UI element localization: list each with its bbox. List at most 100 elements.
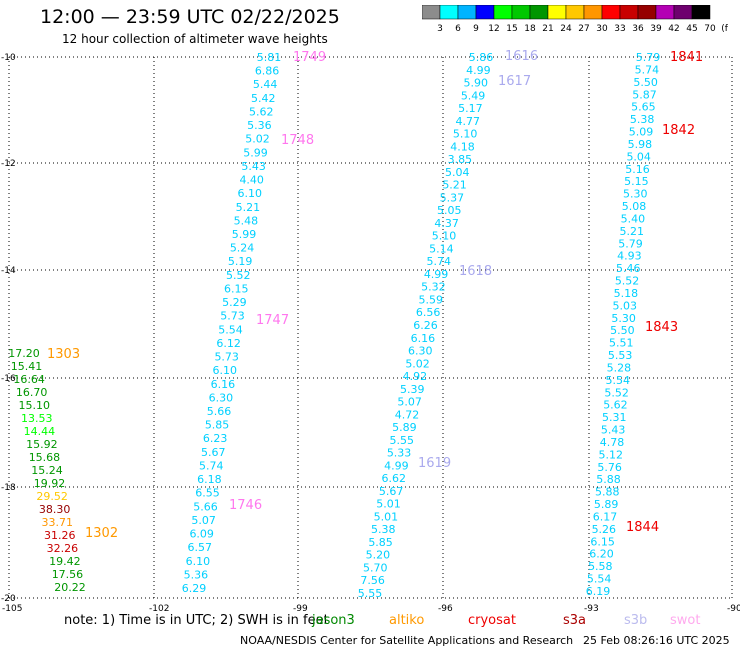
scale-label: 12 (488, 24, 499, 33)
latitude-tick: -18 (1, 483, 16, 493)
wave-height-value: 15.24 (31, 464, 63, 477)
pass-label: 1841 (670, 50, 703, 65)
wave-height-value: 4.99 (466, 64, 491, 77)
wave-height-value: 14.44 (24, 425, 56, 438)
wave-height-value: 5.74 (635, 63, 660, 76)
wave-height-value: 17.56 (52, 568, 84, 581)
scale-label: 45 (686, 24, 697, 33)
pass-label: 1303 (47, 347, 80, 362)
legend-jason3: jason3 (312, 613, 355, 628)
pass-label: 1619 (418, 456, 451, 471)
wave-height-value: 5.12 (599, 448, 624, 461)
wave-height-value: 5.74 (426, 255, 451, 268)
wave-height-value: 5.21 (619, 225, 644, 238)
wave-height-value: 5.52 (226, 269, 251, 282)
wave-height-value: 6.15 (590, 535, 615, 548)
wave-height-value: 4.37 (434, 217, 459, 230)
wave-height-value: 6.10 (213, 364, 238, 377)
latitude-tick: -20 (1, 594, 16, 604)
wave-height-value: 5.89 (594, 498, 619, 511)
wave-height-value: 5.38 (630, 113, 655, 126)
pass-label: 1618 (459, 264, 492, 279)
wave-height-value: 5.73 (220, 310, 245, 323)
wave-height-value: 5.99 (243, 146, 268, 159)
pass-labels: 1749 1748 1747 1746 1616 1617 1618 1619 1841 1842… (47, 49, 703, 541)
longitude-tick: -93 (584, 604, 599, 614)
wave-height-value: 6.17 (593, 510, 618, 523)
wave-height-value: 5.98 (628, 138, 653, 151)
wave-height-value: 6.12 (216, 337, 241, 350)
wave-height-value: 5.02 (245, 133, 270, 146)
wave-height-value: 4.99 (384, 459, 409, 472)
pass-label: 1746 (229, 498, 262, 513)
wave-height-value: 5.99 (232, 228, 257, 241)
wave-height-value: 6.10 (186, 555, 211, 568)
wave-height-value: 5.46 (616, 262, 641, 275)
pass-label: 1843 (645, 320, 678, 335)
wave-height-value: 5.50 (633, 76, 658, 89)
wave-height-value: 5.04 (445, 166, 470, 179)
wave-height-value: 5.19 (228, 255, 253, 268)
scale-label: 3 (437, 24, 443, 33)
pass-label: 1842 (662, 123, 695, 138)
wave-height-value: 3.85 (448, 153, 473, 166)
wave-height-value: 38.30 (39, 503, 71, 516)
scale-label: 24 (560, 24, 572, 33)
wave-height-value: 7.56 (360, 574, 385, 587)
wave-height-value: 5.44 (253, 78, 278, 91)
wave-height-value: 5.55 (389, 434, 414, 447)
wave-height-value: 5.54 (587, 573, 612, 586)
scale-label: 42 (668, 24, 679, 33)
wave-height-value: 5.76 (597, 461, 622, 474)
wave-height-value: 17.20 (8, 347, 40, 360)
wave-height-value: 5.42 (251, 92, 276, 105)
pass-label: 1748 (281, 133, 314, 148)
wave-height-value: 6.20 (589, 548, 614, 561)
wave-height-value: 6.55 (195, 487, 220, 500)
wave-height-value: 29.52 (36, 490, 68, 503)
wave-height-value: 5.20 (366, 549, 391, 562)
wave-height-value: 5.04 (626, 150, 651, 163)
wave-height-value: 5.36 (184, 568, 209, 581)
wave-height-value: 5.67 (201, 446, 226, 459)
wave-height-value: 5.67 (379, 485, 404, 498)
wave-height-value: 5.79 (618, 237, 643, 250)
wave-height-value: 6.16 (411, 332, 436, 345)
longitude-tick: -105 (2, 604, 22, 614)
wave-height-value: 5.28 (607, 361, 632, 374)
longitude-tick: -102 (149, 604, 169, 614)
wave-height-value: 33.71 (41, 516, 73, 529)
wave-height-value: 5.89 (392, 421, 417, 434)
wave-height-value: 6.30 (209, 391, 234, 404)
pass-label: 1302 (85, 526, 118, 541)
wave-height-value: 5.54 (606, 374, 631, 387)
wave-height-value: 5.21 (442, 179, 467, 192)
map-note: note: 1) Time is in UTC; 2) SWH is in fe… (64, 613, 329, 628)
legend-altiko: altiko (389, 613, 425, 628)
wave-height-value: 5.31 (602, 411, 627, 424)
wave-height-value: 5.55 (358, 587, 383, 600)
scale-label: (ft) (721, 24, 728, 33)
pass-label: 1747 (256, 313, 289, 328)
wave-height-value: 5.59 (419, 293, 444, 306)
wave-height-value: 5.08 (622, 200, 647, 213)
wave-height-value: 6.09 (189, 528, 214, 541)
wave-height-value: 5.36 (247, 119, 272, 132)
wave-height-value: 5.49 (461, 89, 486, 102)
wave-height-value: 6.30 (408, 345, 433, 358)
scale-label: 30 (596, 24, 608, 33)
wave-height-value: 5.85 (368, 536, 393, 549)
wave-height-value: 5.16 (625, 163, 650, 176)
wave-height-value: 5.58 (588, 560, 613, 573)
pass-label: 1844 (626, 520, 659, 535)
wave-height-value: 5.81 (257, 51, 282, 64)
legend-cryosat: cryosat (468, 613, 516, 628)
wave-height-value: 4.40 (239, 174, 264, 187)
wave-height-value: 6.18 (197, 473, 222, 486)
wave-height-value: 6.15 (224, 282, 249, 295)
wave-height-value: 5.73 (214, 351, 239, 364)
wave-height-value: 5.65 (631, 101, 656, 114)
wave-height-value: 5.29 (222, 296, 247, 309)
wave-height-value: 5.54 (218, 323, 243, 336)
